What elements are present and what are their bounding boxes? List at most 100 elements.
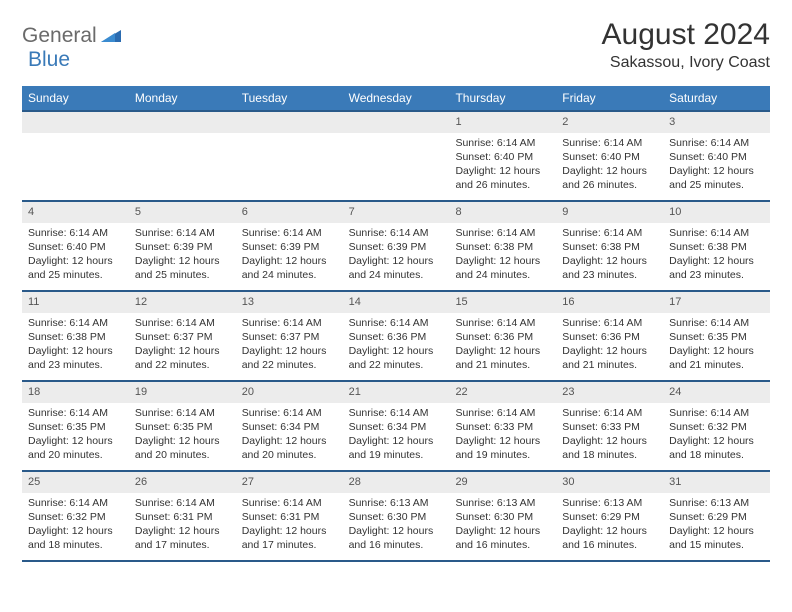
sunset-text: Sunset: 6:31 PM xyxy=(135,510,230,524)
day-content: Sunrise: 6:14 AMSunset: 6:34 PMDaylight:… xyxy=(343,403,450,468)
day-header-cell: Friday xyxy=(556,86,663,110)
daylight-text: Daylight: 12 hours and 23 minutes. xyxy=(669,254,764,282)
day-number: 19 xyxy=(129,382,236,403)
sunset-text: Sunset: 6:33 PM xyxy=(455,420,550,434)
day-content: Sunrise: 6:14 AMSunset: 6:38 PMDaylight:… xyxy=(663,223,770,288)
sunset-text: Sunset: 6:29 PM xyxy=(562,510,657,524)
location: Sakassou, Ivory Coast xyxy=(602,54,770,72)
day-number: 22 xyxy=(449,382,556,403)
day-number: 2 xyxy=(556,112,663,133)
day-content: Sunrise: 6:14 AMSunset: 6:40 PMDaylight:… xyxy=(556,133,663,198)
week-row: 1Sunrise: 6:14 AMSunset: 6:40 PMDaylight… xyxy=(22,112,770,202)
day-cell: 17Sunrise: 6:14 AMSunset: 6:35 PMDayligh… xyxy=(663,292,770,380)
day-cell: 14Sunrise: 6:14 AMSunset: 6:36 PMDayligh… xyxy=(343,292,450,380)
day-cell: 29Sunrise: 6:13 AMSunset: 6:30 PMDayligh… xyxy=(449,472,556,560)
day-cell: 3Sunrise: 6:14 AMSunset: 6:40 PMDaylight… xyxy=(663,112,770,200)
day-number: 3 xyxy=(663,112,770,133)
day-content: Sunrise: 6:14 AMSunset: 6:39 PMDaylight:… xyxy=(129,223,236,288)
weeks-container: 1Sunrise: 6:14 AMSunset: 6:40 PMDaylight… xyxy=(22,112,770,562)
day-content: Sunrise: 6:14 AMSunset: 6:35 PMDaylight:… xyxy=(129,403,236,468)
day-number: 15 xyxy=(449,292,556,313)
sunset-text: Sunset: 6:31 PM xyxy=(242,510,337,524)
day-number xyxy=(129,112,236,133)
day-number: 13 xyxy=(236,292,343,313)
sunrise-text: Sunrise: 6:14 AM xyxy=(669,136,764,150)
daylight-text: Daylight: 12 hours and 19 minutes. xyxy=(455,434,550,462)
daylight-text: Daylight: 12 hours and 25 minutes. xyxy=(669,164,764,192)
day-number: 14 xyxy=(343,292,450,313)
day-number: 9 xyxy=(556,202,663,223)
day-cell: 25Sunrise: 6:14 AMSunset: 6:32 PMDayligh… xyxy=(22,472,129,560)
sunset-text: Sunset: 6:40 PM xyxy=(455,150,550,164)
day-cell: 27Sunrise: 6:14 AMSunset: 6:31 PMDayligh… xyxy=(236,472,343,560)
day-cell: 12Sunrise: 6:14 AMSunset: 6:37 PMDayligh… xyxy=(129,292,236,380)
day-number: 1 xyxy=(449,112,556,133)
day-cell: 8Sunrise: 6:14 AMSunset: 6:38 PMDaylight… xyxy=(449,202,556,290)
day-content: Sunrise: 6:13 AMSunset: 6:29 PMDaylight:… xyxy=(663,493,770,558)
sunrise-text: Sunrise: 6:14 AM xyxy=(135,226,230,240)
week-row: 25Sunrise: 6:14 AMSunset: 6:32 PMDayligh… xyxy=(22,472,770,562)
day-cell: 2Sunrise: 6:14 AMSunset: 6:40 PMDaylight… xyxy=(556,112,663,200)
day-cell xyxy=(22,112,129,200)
sunset-text: Sunset: 6:35 PM xyxy=(28,420,123,434)
day-cell: 13Sunrise: 6:14 AMSunset: 6:37 PMDayligh… xyxy=(236,292,343,380)
day-header-cell: Monday xyxy=(129,86,236,110)
sunrise-text: Sunrise: 6:14 AM xyxy=(349,316,444,330)
day-number: 23 xyxy=(556,382,663,403)
day-cell: 31Sunrise: 6:13 AMSunset: 6:29 PMDayligh… xyxy=(663,472,770,560)
sunset-text: Sunset: 6:38 PM xyxy=(455,240,550,254)
day-cell: 19Sunrise: 6:14 AMSunset: 6:35 PMDayligh… xyxy=(129,382,236,470)
sunrise-text: Sunrise: 6:14 AM xyxy=(455,316,550,330)
day-cell: 22Sunrise: 6:14 AMSunset: 6:33 PMDayligh… xyxy=(449,382,556,470)
logo: General xyxy=(22,24,123,48)
day-content: Sunrise: 6:14 AMSunset: 6:33 PMDaylight:… xyxy=(556,403,663,468)
day-content: Sunrise: 6:14 AMSunset: 6:32 PMDaylight:… xyxy=(663,403,770,468)
day-cell xyxy=(129,112,236,200)
day-cell: 18Sunrise: 6:14 AMSunset: 6:35 PMDayligh… xyxy=(22,382,129,470)
sunrise-text: Sunrise: 6:14 AM xyxy=(562,406,657,420)
logo-line2: Blue xyxy=(28,48,70,72)
day-cell: 11Sunrise: 6:14 AMSunset: 6:38 PMDayligh… xyxy=(22,292,129,380)
daylight-text: Daylight: 12 hours and 20 minutes. xyxy=(242,434,337,462)
day-header-cell: Tuesday xyxy=(236,86,343,110)
sunset-text: Sunset: 6:36 PM xyxy=(562,330,657,344)
day-cell: 23Sunrise: 6:14 AMSunset: 6:33 PMDayligh… xyxy=(556,382,663,470)
daylight-text: Daylight: 12 hours and 18 minutes. xyxy=(28,524,123,552)
daylight-text: Daylight: 12 hours and 20 minutes. xyxy=(135,434,230,462)
day-content: Sunrise: 6:14 AMSunset: 6:37 PMDaylight:… xyxy=(129,313,236,378)
day-number: 26 xyxy=(129,472,236,493)
daylight-text: Daylight: 12 hours and 25 minutes. xyxy=(28,254,123,282)
daylight-text: Daylight: 12 hours and 26 minutes. xyxy=(455,164,550,192)
day-cell: 7Sunrise: 6:14 AMSunset: 6:39 PMDaylight… xyxy=(343,202,450,290)
sunrise-text: Sunrise: 6:14 AM xyxy=(669,226,764,240)
day-content: Sunrise: 6:14 AMSunset: 6:31 PMDaylight:… xyxy=(236,493,343,558)
day-cell xyxy=(343,112,450,200)
day-number: 10 xyxy=(663,202,770,223)
day-content: Sunrise: 6:14 AMSunset: 6:38 PMDaylight:… xyxy=(22,313,129,378)
daylight-text: Daylight: 12 hours and 17 minutes. xyxy=(242,524,337,552)
day-content: Sunrise: 6:14 AMSunset: 6:31 PMDaylight:… xyxy=(129,493,236,558)
sunrise-text: Sunrise: 6:14 AM xyxy=(669,316,764,330)
day-cell: 10Sunrise: 6:14 AMSunset: 6:38 PMDayligh… xyxy=(663,202,770,290)
sunset-text: Sunset: 6:39 PM xyxy=(242,240,337,254)
daylight-text: Daylight: 12 hours and 21 minutes. xyxy=(669,344,764,372)
day-cell: 15Sunrise: 6:14 AMSunset: 6:36 PMDayligh… xyxy=(449,292,556,380)
day-cell: 6Sunrise: 6:14 AMSunset: 6:39 PMDaylight… xyxy=(236,202,343,290)
day-cell: 20Sunrise: 6:14 AMSunset: 6:34 PMDayligh… xyxy=(236,382,343,470)
week-row: 18Sunrise: 6:14 AMSunset: 6:35 PMDayligh… xyxy=(22,382,770,472)
day-number: 20 xyxy=(236,382,343,403)
day-content: Sunrise: 6:14 AMSunset: 6:38 PMDaylight:… xyxy=(449,223,556,288)
day-cell: 26Sunrise: 6:14 AMSunset: 6:31 PMDayligh… xyxy=(129,472,236,560)
sunrise-text: Sunrise: 6:14 AM xyxy=(28,406,123,420)
day-number: 30 xyxy=(556,472,663,493)
daylight-text: Daylight: 12 hours and 22 minutes. xyxy=(242,344,337,372)
sunset-text: Sunset: 6:39 PM xyxy=(349,240,444,254)
sunrise-text: Sunrise: 6:14 AM xyxy=(349,226,444,240)
sunrise-text: Sunrise: 6:14 AM xyxy=(349,406,444,420)
sunset-text: Sunset: 6:36 PM xyxy=(455,330,550,344)
day-number: 29 xyxy=(449,472,556,493)
sunrise-text: Sunrise: 6:14 AM xyxy=(562,136,657,150)
sunset-text: Sunset: 6:30 PM xyxy=(455,510,550,524)
sunset-text: Sunset: 6:32 PM xyxy=(28,510,123,524)
sunrise-text: Sunrise: 6:14 AM xyxy=(455,136,550,150)
